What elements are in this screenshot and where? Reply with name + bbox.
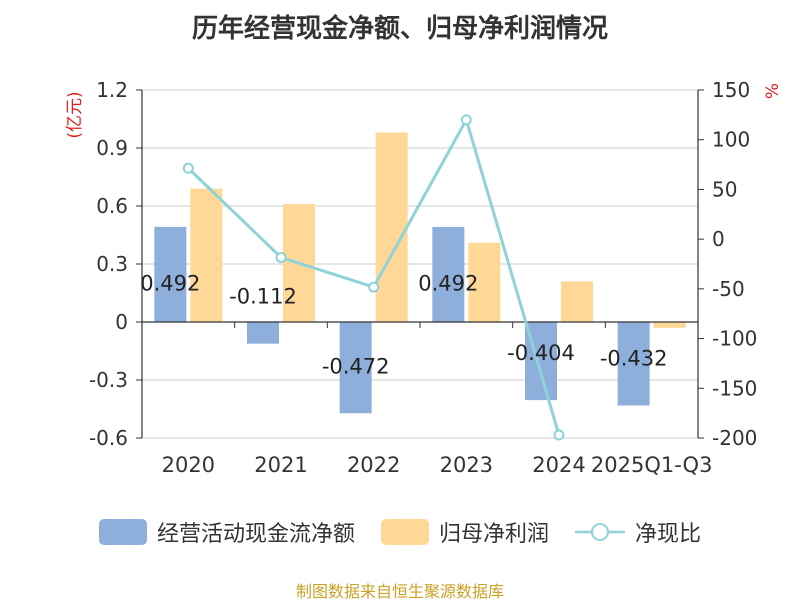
ratio-point [182, 162, 194, 174]
category-label: 2020 [162, 453, 215, 477]
data-label-cash: -0.432 [600, 347, 668, 371]
right-tick-label: 100 [712, 128, 750, 152]
category-label: 2022 [347, 453, 400, 477]
data-label-cash: -0.112 [229, 285, 297, 309]
left-tick-label: -0.3 [89, 368, 128, 392]
left-tick-label: 0.9 [96, 136, 128, 160]
category-label: 2024 [532, 453, 585, 477]
legend-swatch-ratio [575, 523, 625, 541]
ratio-point [368, 281, 380, 293]
right-tick-label: -50 [712, 277, 745, 301]
legend-item-cash[interactable]: 经营活动现金流净额 [98, 516, 355, 548]
legend-item-profit[interactable]: 归母净利润 [380, 516, 549, 548]
right-axis-unit: % [763, 83, 783, 99]
ratio-line [187, 115, 561, 436]
left-axis-unit: (亿元) [65, 91, 85, 138]
left-tick-label: 0.6 [96, 194, 128, 218]
bar-profit [653, 322, 686, 328]
left-tick-label: 0.3 [96, 252, 128, 276]
ratio-point [553, 429, 565, 441]
ratio-point [275, 251, 287, 263]
bar-profit [375, 132, 408, 322]
right-tick-label: 150 [712, 78, 750, 102]
legend-label-profit: 归母净利润 [438, 522, 549, 547]
bar-cash [339, 322, 372, 414]
category-label: 2023 [440, 453, 493, 477]
left-tick-label: -0.6 [89, 426, 128, 450]
left-tick-label: 0 [115, 310, 128, 334]
right-tick-label: 50 [712, 177, 737, 201]
legend-swatch-profit [380, 519, 429, 545]
data-label-cash: -0.472 [322, 354, 390, 378]
right-tick-label: -200 [712, 426, 757, 450]
legend: 经营活动现金流净额 归母净利润 净现比 [0, 516, 800, 548]
data-label-cash: 0.492 [418, 271, 478, 295]
bar-cash [617, 322, 650, 406]
bar-profit [190, 188, 223, 322]
bar-profit [561, 281, 593, 322]
chart-title: 历年经营现金净额、归母净利润情况 [191, 14, 608, 44]
data-label-cash: -0.404 [507, 341, 575, 365]
source-footer: 制图数据来自恒生聚源数据库 [295, 582, 504, 601]
legend-swatch-cash [98, 519, 147, 545]
legend-item-ratio[interactable]: 净现比 [575, 516, 701, 548]
right-tick-label: -100 [712, 327, 757, 351]
bar-cash [247, 322, 279, 344]
category-label: 2025Q1-Q3 [591, 453, 713, 477]
legend-label-ratio: 净现比 [635, 522, 702, 547]
legend-label-cash: 经营活动现金流净额 [156, 522, 355, 547]
right-tick-label: -150 [712, 376, 757, 400]
left-tick-label: 1.2 [96, 78, 128, 102]
right-tick-label: 0 [712, 227, 725, 251]
bar-profit [468, 242, 501, 322]
category-label: 2021 [254, 453, 307, 477]
data-label-cash: 0.492 [140, 271, 200, 295]
bar-cash [432, 226, 465, 322]
ratio-point [460, 114, 472, 126]
bar-cash [154, 226, 187, 322]
